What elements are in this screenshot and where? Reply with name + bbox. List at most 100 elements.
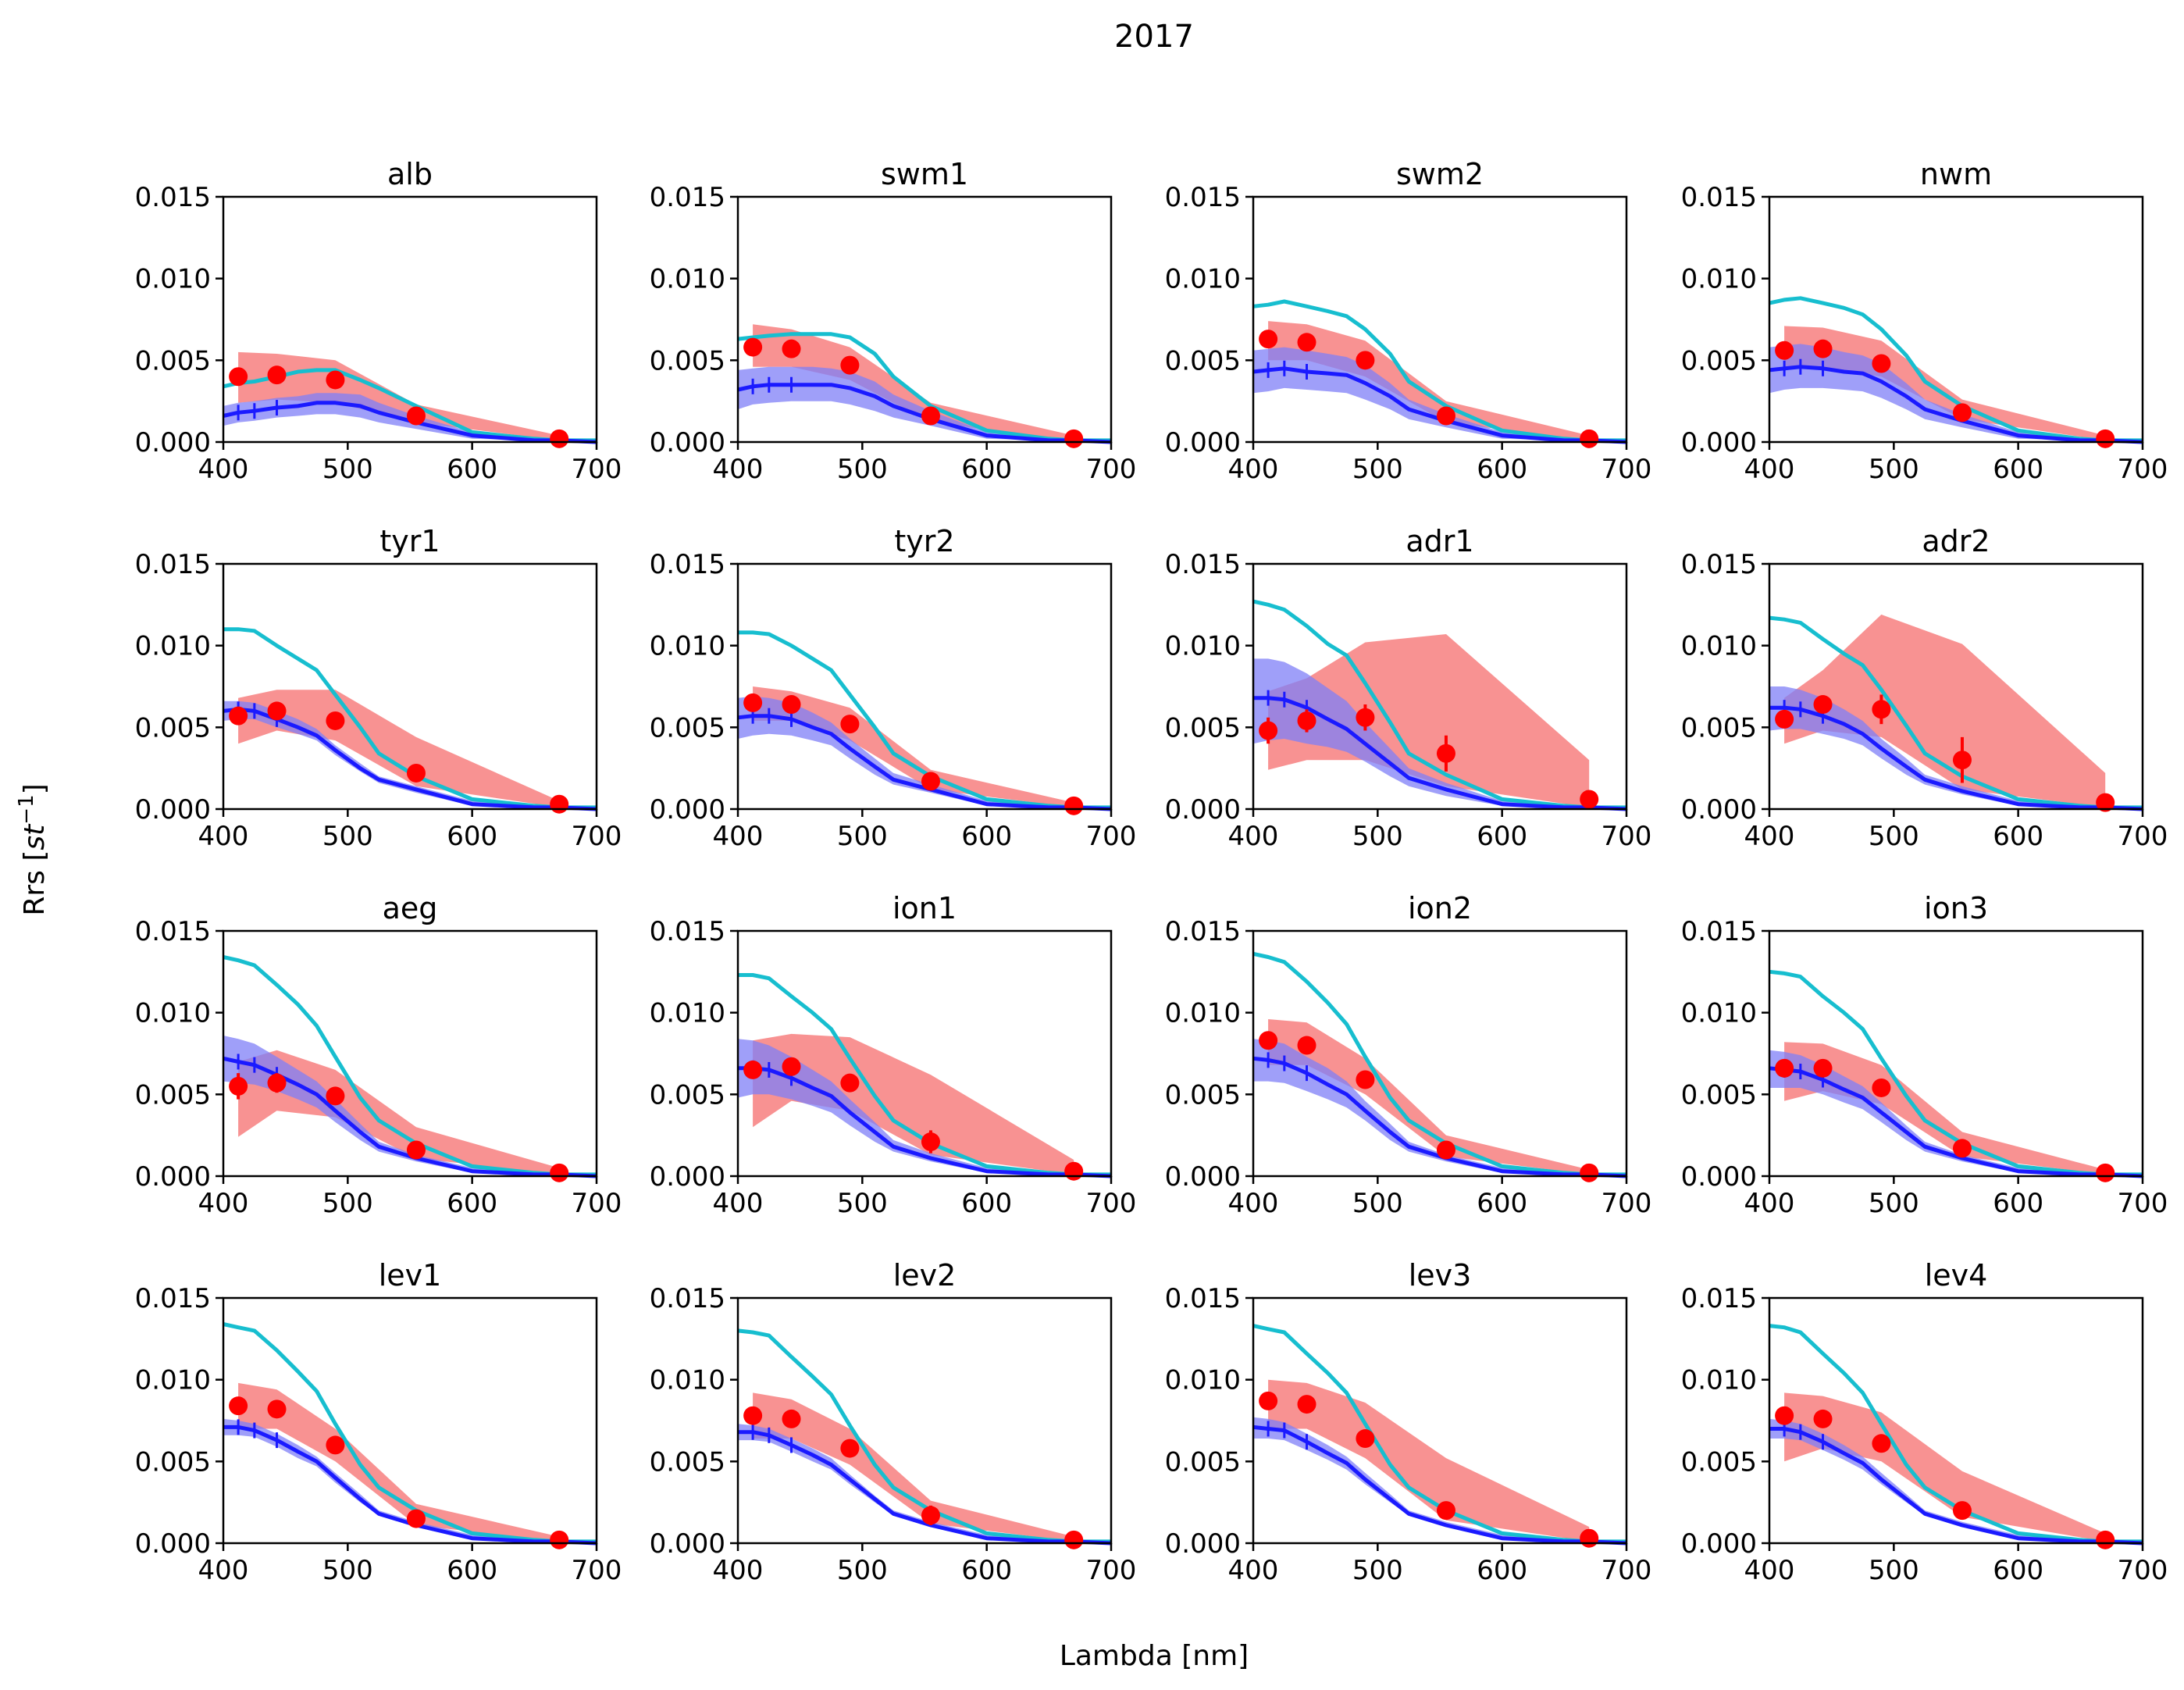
model-range-band <box>1769 686 2143 809</box>
obs-point <box>1436 1140 1455 1160</box>
obs-point <box>1952 1139 1972 1158</box>
obs-point <box>1813 1409 1833 1428</box>
obs-point <box>1436 743 1455 763</box>
y-tick-label: 0.000 <box>1681 794 1757 825</box>
cyan-series-line <box>1252 951 1626 1177</box>
obs-point <box>1813 1058 1833 1078</box>
x-tick-label: 600 <box>961 1188 1012 1219</box>
cyan-series-line <box>1769 615 2143 810</box>
y-tick-label: 0.010 <box>135 1365 211 1396</box>
x-tick-label: 600 <box>1477 1188 1527 1219</box>
obs-point <box>921 1132 940 1152</box>
panel-lev4: 400 500 600 700 0.000 0.005 0.010 0.015 lev4 <box>1681 1258 2168 1586</box>
model-range-band <box>1253 658 1626 809</box>
x-tick-label: 500 <box>1869 1555 1919 1586</box>
obs-point <box>782 1409 801 1428</box>
x-tick-label: 700 <box>2118 1188 2168 1219</box>
obs-point <box>1775 1058 1794 1078</box>
blue-series-line <box>1252 1056 1627 1178</box>
panel-title: lev2 <box>893 1258 957 1292</box>
y-tick-label: 0.010 <box>650 1365 725 1396</box>
figure-title: 2017 <box>1114 19 1194 55</box>
model-range-band <box>738 1424 1111 1543</box>
obs-point <box>1872 1434 1891 1453</box>
obs-point <box>229 706 248 726</box>
x-tick-label: 500 <box>837 821 888 852</box>
model-range-band <box>1253 1417 1626 1543</box>
x-tick-label: 400 <box>198 1188 249 1219</box>
obs-range-band <box>1268 634 1590 808</box>
y-tick-label: 0.005 <box>135 1079 211 1111</box>
x-tick-label: 500 <box>837 1188 888 1219</box>
y-tick-label: 0.010 <box>1165 631 1241 662</box>
x-tick-label: 500 <box>322 1555 373 1586</box>
obs-point <box>1775 709 1794 729</box>
y-tick-label: 0.005 <box>1681 1446 1757 1478</box>
panel-alb: 400 500 600 700 0.000 0.005 0.010 0.015 alb <box>135 157 622 485</box>
axes-frame <box>736 562 1113 811</box>
obs-point <box>1297 1395 1316 1414</box>
y-tick-label: 0.015 <box>650 916 725 947</box>
obs-point <box>921 406 940 426</box>
y-tick-label: 0.005 <box>650 1446 725 1478</box>
model-range-band <box>223 1036 597 1176</box>
obs-point <box>1259 1391 1278 1410</box>
x-tick-label: 500 <box>1869 1188 1919 1219</box>
obs-point <box>1356 708 1375 727</box>
y-tick-label: 0.015 <box>135 916 211 947</box>
blue-series-line <box>1769 705 2143 811</box>
axes-frame <box>736 929 1113 1178</box>
cyan-series-line <box>1252 299 1626 443</box>
x-tick-label: 500 <box>1352 821 1403 852</box>
y-tick-label: 0.000 <box>1165 1161 1241 1193</box>
panel-title: swm2 <box>1396 157 1484 191</box>
cyan-series-line <box>738 973 1111 1177</box>
panel-title: lev4 <box>1925 1258 1988 1292</box>
y-tick-label: 0.005 <box>650 345 725 376</box>
obs-point <box>1064 796 1084 815</box>
y-tick-label: 0.000 <box>1165 427 1241 458</box>
model-range-band <box>738 696 1111 809</box>
y-tick-label: 0.000 <box>650 794 725 825</box>
blue-series-line <box>737 383 1112 444</box>
y-axis-label-base: Rrs [ <box>19 850 51 916</box>
x-tick-label: 700 <box>2118 1555 2168 1586</box>
x-tick-label: 400 <box>1228 454 1279 485</box>
obs-point <box>229 367 248 387</box>
x-tick-label: 700 <box>1601 1555 1652 1586</box>
x-tick-label: 600 <box>447 821 497 852</box>
blue-series-line <box>223 401 597 444</box>
cyan-series-line <box>737 332 1111 443</box>
panel-lev2: 400 500 600 700 0.000 0.005 0.010 0.015 lev2 <box>650 1258 1137 1586</box>
panel-ion1: 400 500 600 700 0.000 0.005 0.010 0.015 ion1 <box>650 891 1137 1219</box>
model-range-band <box>1769 1418 2143 1543</box>
obs-point <box>921 772 940 791</box>
y-tick-label: 0.015 <box>135 549 211 580</box>
y-tick-label: 0.015 <box>650 182 725 213</box>
blue-series-line <box>1252 366 1627 444</box>
model-range-band <box>1253 1039 1626 1176</box>
y-tick-label: 0.015 <box>1681 549 1757 580</box>
cyan-series-line <box>223 955 597 1177</box>
y-tick-label: 0.005 <box>1165 1079 1241 1111</box>
y-tick-label: 0.000 <box>1681 1161 1757 1193</box>
x-tick-label: 500 <box>1352 1188 1403 1219</box>
panel-title: nwm <box>1920 157 1992 191</box>
x-tick-label: 400 <box>1744 1188 1795 1219</box>
obs-point <box>267 701 287 721</box>
blue-series-line <box>1769 365 2143 444</box>
panel-title: adr1 <box>1406 524 1473 558</box>
cyan-series-line <box>1252 1324 1626 1544</box>
obs-point <box>921 1506 940 1525</box>
cyan-series-line <box>223 627 597 810</box>
panel-title: ion3 <box>1924 891 1988 925</box>
panel-title: tyr1 <box>379 524 440 558</box>
y-tick-label: 0.015 <box>1165 1283 1241 1314</box>
panel-title: ion1 <box>892 891 957 925</box>
x-tick-label: 600 <box>447 1555 497 1586</box>
x-tick-label: 700 <box>1601 454 1652 485</box>
obs-point <box>326 370 345 390</box>
obs-point <box>267 1073 287 1093</box>
x-tick-label: 400 <box>1228 1188 1279 1219</box>
x-tick-label: 500 <box>1352 454 1403 485</box>
